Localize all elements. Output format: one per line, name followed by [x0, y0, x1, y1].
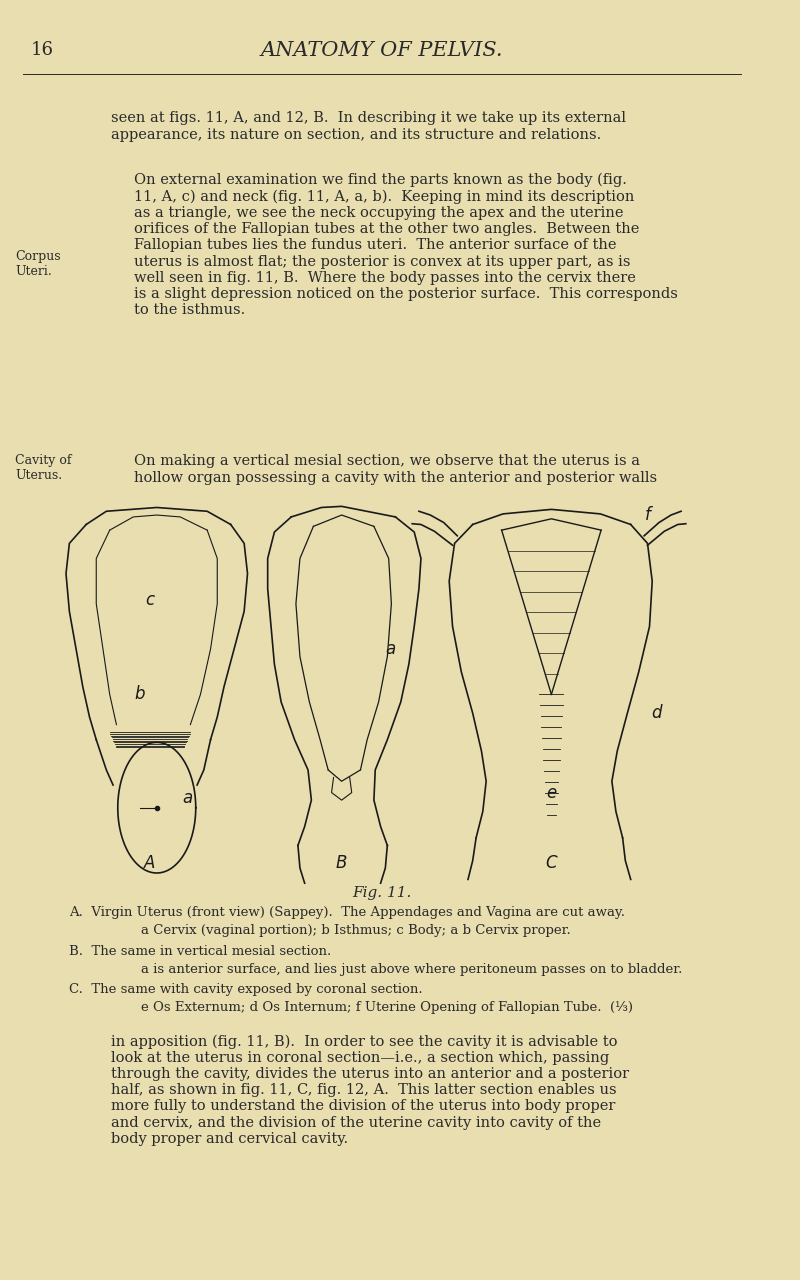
Text: seen at figs. 11, A, and 12, B.  In describing it we take up its external
appear: seen at figs. 11, A, and 12, B. In descr… — [110, 111, 626, 142]
Text: c: c — [146, 591, 154, 609]
Text: e Os Externum; d Os Internum; f Uterine Opening of Fallopian Tube.  (⅓): e Os Externum; d Os Internum; f Uterine … — [142, 1001, 634, 1014]
Text: B: B — [336, 854, 347, 872]
Text: A: A — [144, 854, 156, 872]
Text: ANATOMY OF PELVIS.: ANATOMY OF PELVIS. — [261, 41, 503, 60]
Text: Corpus
Uteri.: Corpus Uteri. — [15, 250, 61, 278]
Text: C.  The same with cavity exposed by coronal section.: C. The same with cavity exposed by coron… — [69, 983, 422, 996]
Text: A.  Virgin Uterus (front view) (Sappey).  The Appendages and Vagina are cut away: A. Virgin Uterus (front view) (Sappey). … — [69, 906, 625, 919]
Text: e: e — [546, 783, 557, 801]
Text: f: f — [645, 506, 650, 524]
Text: b: b — [134, 685, 146, 704]
Text: On making a vertical mesial section, we observe that the uterus is a
hollow orga: On making a vertical mesial section, we … — [134, 454, 657, 485]
Text: 16: 16 — [30, 41, 54, 59]
Text: Cavity of
Uterus.: Cavity of Uterus. — [15, 454, 72, 483]
Text: d: d — [651, 704, 662, 722]
Text: a is anterior surface, and lies just above where peritoneum passes on to bladder: a is anterior surface, and lies just abo… — [142, 963, 682, 975]
Text: a: a — [182, 790, 192, 808]
Text: On external examination we find the parts known as the body (fig.
11, A, c) and : On external examination we find the part… — [134, 173, 678, 317]
Text: Fig. 11.: Fig. 11. — [352, 886, 412, 900]
Text: in apposition (fig. 11, B).  In order to see the cavity it is advisable to
look : in apposition (fig. 11, B). In order to … — [110, 1034, 629, 1146]
Text: C: C — [546, 854, 557, 872]
Text: a Cervix (vaginal portion); b Isthmus; c Body; a b Cervix proper.: a Cervix (vaginal portion); b Isthmus; c… — [142, 924, 571, 937]
Text: B.  The same in vertical mesial section.: B. The same in vertical mesial section. — [69, 945, 331, 957]
Text: a: a — [385, 640, 395, 658]
